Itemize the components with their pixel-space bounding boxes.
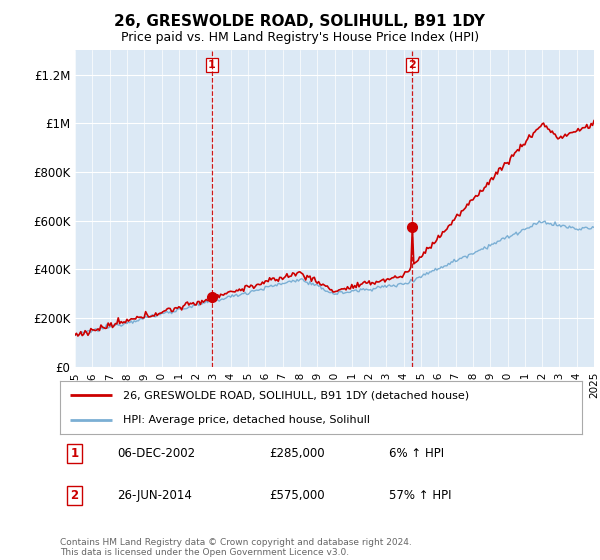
Text: 57% ↑ HPI: 57% ↑ HPI <box>389 489 451 502</box>
Text: 26, GRESWOLDE ROAD, SOLIHULL, B91 1DY: 26, GRESWOLDE ROAD, SOLIHULL, B91 1DY <box>115 14 485 29</box>
Text: 26-JUN-2014: 26-JUN-2014 <box>118 489 192 502</box>
Text: £285,000: £285,000 <box>269 447 325 460</box>
Text: 1: 1 <box>70 447 79 460</box>
Text: 1: 1 <box>208 60 216 70</box>
Text: 2: 2 <box>409 60 416 70</box>
Text: 6% ↑ HPI: 6% ↑ HPI <box>389 447 444 460</box>
Text: £575,000: £575,000 <box>269 489 325 502</box>
Text: Price paid vs. HM Land Registry's House Price Index (HPI): Price paid vs. HM Land Registry's House … <box>121 31 479 44</box>
Text: 26, GRESWOLDE ROAD, SOLIHULL, B91 1DY (detached house): 26, GRESWOLDE ROAD, SOLIHULL, B91 1DY (d… <box>122 390 469 400</box>
Text: Contains HM Land Registry data © Crown copyright and database right 2024.
This d: Contains HM Land Registry data © Crown c… <box>60 538 412 557</box>
Text: 2: 2 <box>70 489 79 502</box>
Text: 06-DEC-2002: 06-DEC-2002 <box>118 447 196 460</box>
Text: HPI: Average price, detached house, Solihull: HPI: Average price, detached house, Soli… <box>122 414 370 424</box>
